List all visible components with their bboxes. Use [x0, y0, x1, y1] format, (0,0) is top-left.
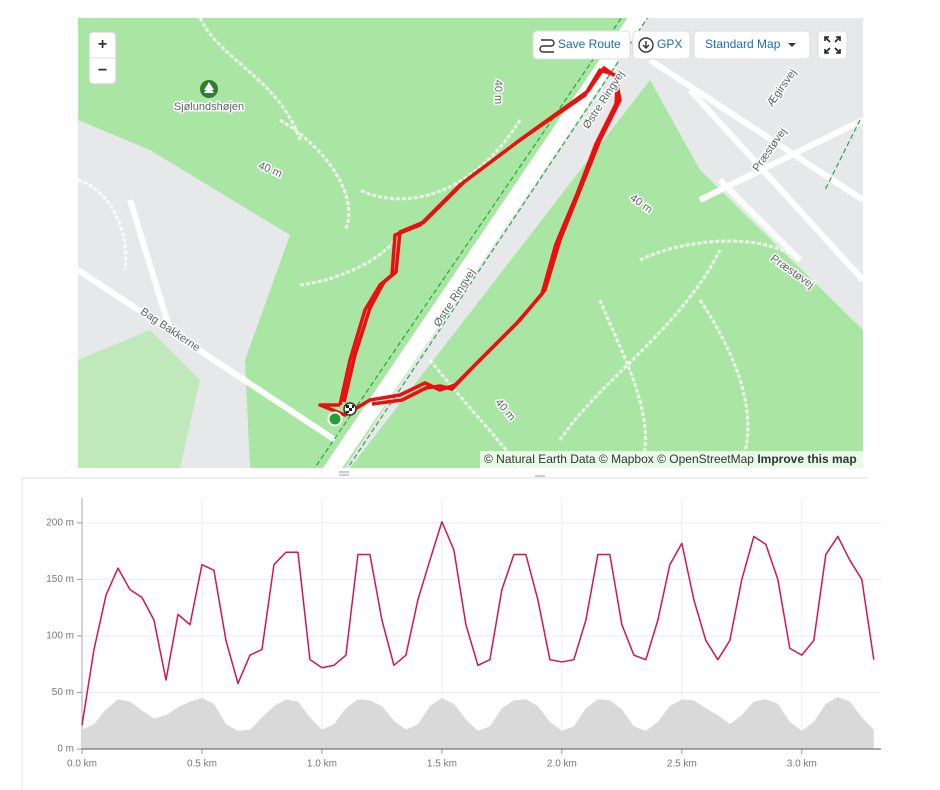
park-area [78, 330, 200, 468]
finish-checker [346, 405, 354, 413]
map[interactable]: Sjølundshøjen 40 m 40 m 40 m 40 m Østre … [78, 14, 863, 472]
footpaths [78, 18, 801, 468]
streets [78, 57, 863, 443]
map-label: Sjølundshøjen [174, 101, 244, 113]
zoom-out-button[interactable]: − [98, 62, 107, 79]
y-tick-label: 150 m [46, 574, 74, 585]
attribution: © Natural Earth Data © Mapbox © OpenStre… [484, 452, 857, 466]
fullscreen-icon [824, 36, 841, 54]
line [81, 520, 875, 726]
x-tick-label: 0.0 km [67, 759, 97, 770]
park-area [350, 80, 863, 468]
x-tick-label: 0.5 km [187, 759, 217, 770]
area [82, 696, 874, 749]
route [318, 66, 622, 417]
y-tick-label: 100 m [46, 631, 74, 642]
map-label: 40 m [492, 80, 504, 104]
download-icon [638, 37, 654, 53]
map-style-label[interactable]: Standard Map [705, 37, 781, 51]
rail-line [313, 18, 623, 468]
attribution-link[interactable]: Improve this map [757, 452, 856, 466]
attribution-bg [480, 451, 863, 468]
route-icon [539, 39, 555, 53]
x-tick-label: 2.5 km [667, 759, 697, 770]
start-marker[interactable] [327, 411, 343, 427]
dropdown-caret [788, 43, 796, 47]
x-tick-label: 1.5 km [427, 759, 457, 770]
elevation-chart: 0 m 50 m 100 m 150 m 200 m 0.0 km 0.5 km 1.0 km… [46, 498, 881, 770]
y-tick-label: 50 m [52, 687, 74, 698]
y-tick-label: 0 m [57, 744, 74, 755]
resize-handle[interactable] [339, 471, 545, 477]
save-route-label[interactable]: Save Route [558, 37, 621, 51]
map-style-dropdown[interactable] [693, 30, 811, 60]
x-tick-label: 3.0 km [787, 759, 817, 770]
save-route-button[interactable] [532, 30, 631, 60]
fullscreen-button[interactable] [817, 30, 848, 60]
y-tick-label: 200 m [46, 518, 74, 529]
x-tick-label: 2.0 km [547, 759, 577, 770]
park-area [78, 18, 640, 468]
peak-tree [204, 82, 214, 93]
gpx-label[interactable]: GPX [657, 37, 682, 51]
rail-line [824, 119, 861, 191]
zoom-in-button[interactable]: + [98, 36, 107, 53]
attribution-text: © Natural Earth Data © Mapbox © OpenStre… [484, 452, 754, 466]
download-arrow [642, 41, 650, 49]
x-tick-label: 1.0 km [307, 759, 337, 770]
